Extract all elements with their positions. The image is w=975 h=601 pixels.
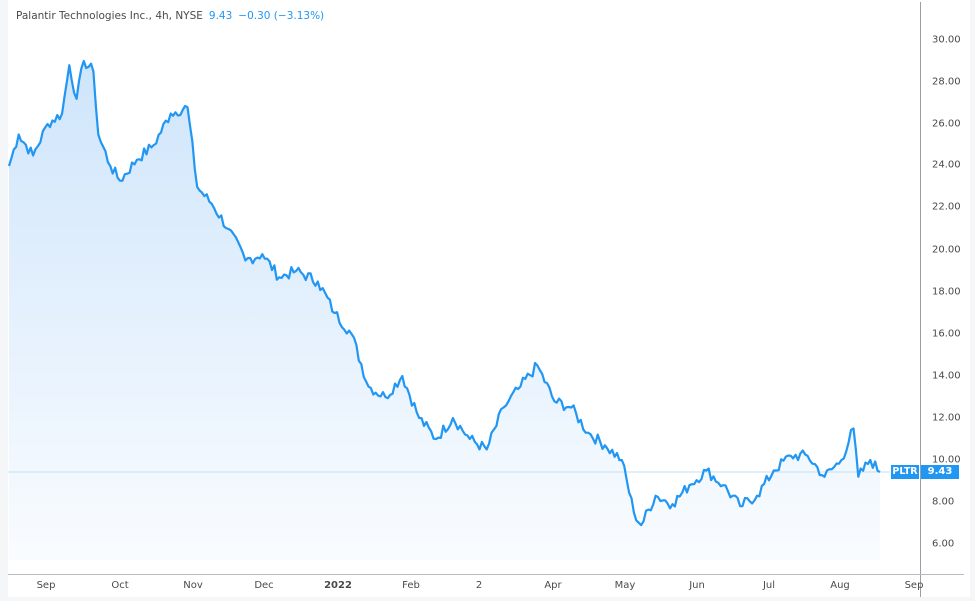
time-tick-label: Dec	[254, 580, 274, 591]
price-tick-label: 18.00	[932, 286, 961, 298]
price-change: −0.30 (−3.13%)	[238, 10, 325, 22]
price-line	[7, 59, 881, 527]
price-tick-label: 14.00	[932, 370, 961, 382]
price-tick-label: 12.00	[932, 412, 961, 424]
symbol-badge: PLTR	[891, 465, 919, 479]
price-tick-label: 24.00	[932, 159, 961, 171]
price-tick-label: 10.00	[932, 454, 961, 466]
time-tick-label: Oct	[111, 580, 129, 591]
price-tick-label: 30.00	[932, 34, 961, 46]
time-axis-border	[8, 574, 964, 575]
time-tick-label: 2	[475, 580, 483, 591]
price-tick-label: 20.00	[932, 244, 961, 256]
time-tick-label: May	[614, 580, 636, 591]
time-tick-label: Jul	[762, 580, 776, 591]
time-tick-label: Nov	[183, 580, 203, 591]
price-tick-label: 6.00	[932, 538, 955, 550]
chart-header: Palantir Technologies Inc., 4h, NYSE 9.43…	[16, 10, 324, 22]
time-tick-label: Sep	[904, 580, 924, 591]
time-tick-label: Jun	[689, 580, 705, 591]
last-price-badge: 9.43	[921, 465, 959, 479]
time-tick-label: 2022	[324, 580, 352, 591]
price-area-fill	[9, 61, 880, 560]
last-price: 9.43	[208, 10, 233, 22]
time-tick-label: Feb	[402, 580, 420, 591]
time-tick-label: Sep	[36, 580, 56, 591]
price-tick-label: 8.00	[932, 496, 955, 508]
time-tick-label: Apr	[544, 580, 562, 591]
symbol-title: Palantir Technologies Inc., 4h, NYSE	[16, 10, 203, 22]
price-tick-label: 16.00	[932, 328, 961, 340]
price-axis-border	[920, 2, 921, 597]
price-tick-label: 26.00	[932, 118, 961, 130]
price-tick-label: 22.00	[932, 201, 961, 213]
time-tick-label: Aug	[830, 580, 850, 591]
price-tick-label: 28.00	[932, 76, 961, 88]
